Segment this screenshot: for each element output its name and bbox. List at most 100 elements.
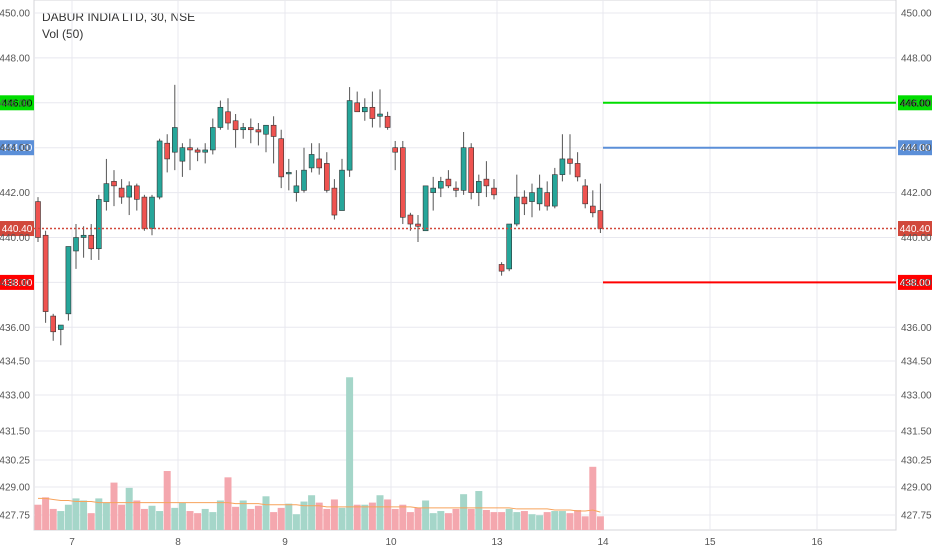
x-tick-label: 15 xyxy=(704,537,716,548)
level-badge-label: 438.00 xyxy=(2,278,33,289)
candle-body xyxy=(574,163,581,178)
y-tick-label-left: 446.00 xyxy=(0,98,30,109)
y-tick-label-right: 440.00 xyxy=(901,233,932,244)
candle-body xyxy=(521,196,528,205)
volume-bar xyxy=(224,477,232,530)
candle-body xyxy=(202,149,208,153)
candle-body xyxy=(270,124,277,137)
y-tick-label-left: 440.00 xyxy=(0,233,30,244)
candle-body xyxy=(346,100,353,171)
candle-body xyxy=(285,172,292,175)
candle-body xyxy=(172,127,178,153)
volume-bar xyxy=(558,511,566,530)
candle-body xyxy=(111,181,117,187)
candle-body xyxy=(399,147,406,218)
candle-body xyxy=(513,196,520,225)
volume-bar xyxy=(315,502,323,530)
volume-bar xyxy=(156,511,164,530)
level-badge-label: 444.00 xyxy=(2,143,33,154)
volume-bar xyxy=(528,514,536,530)
volume-bar xyxy=(140,508,148,530)
candle-body xyxy=(597,210,604,229)
y-tick-label-right: 446.00 xyxy=(901,98,932,109)
y-tick-label-left: 450.00 xyxy=(0,9,30,20)
horizontal-levels[interactable]: 446.00 446.00 444.00 444.00 438.00 438.00 440.… xyxy=(0,95,932,290)
volume-bar xyxy=(589,466,597,530)
volume-bar xyxy=(513,512,521,530)
x-tick-label: 10 xyxy=(385,537,397,548)
y-tick-label-right: 442.00 xyxy=(901,188,932,199)
volume-bar xyxy=(376,495,384,530)
candle-body xyxy=(73,237,79,252)
volume-indicator-label: Vol (50) xyxy=(42,27,84,41)
volume-bar xyxy=(566,513,574,530)
candle-body xyxy=(498,264,505,272)
candle-body xyxy=(407,214,414,225)
chart-grid xyxy=(33,0,897,531)
y-tick-label-right: 448.00 xyxy=(901,53,932,64)
candle-body xyxy=(361,106,368,113)
candle-body xyxy=(210,127,216,151)
candle-body xyxy=(377,113,383,117)
candle-body xyxy=(331,187,338,216)
volume-bar xyxy=(270,512,278,530)
candle-body xyxy=(80,234,87,238)
candle-body xyxy=(217,106,224,128)
candle-body xyxy=(187,147,193,151)
y-tick-label-left: 434.50 xyxy=(0,356,30,367)
volume-bar xyxy=(186,511,194,530)
volume-bar xyxy=(285,503,293,530)
candle-body xyxy=(544,192,551,207)
candle-body xyxy=(422,185,429,232)
volume-bar xyxy=(239,500,247,530)
volume-bar xyxy=(437,511,445,530)
candle-body xyxy=(475,181,482,193)
volume-bar xyxy=(429,513,437,530)
candle-body xyxy=(308,154,315,169)
volume-bar xyxy=(216,500,224,530)
volume-bar xyxy=(292,514,300,530)
candle-body xyxy=(301,169,307,191)
y-tick-label-left: 433.00 xyxy=(0,391,30,402)
candle-body xyxy=(339,169,345,211)
candle-body xyxy=(96,199,102,250)
y-tick-label-right: 433.00 xyxy=(901,391,932,402)
y-tick-label-left: 442.00 xyxy=(0,188,30,199)
candle-body xyxy=(194,149,201,153)
volume-bar xyxy=(64,504,72,530)
volume-bar xyxy=(194,513,202,530)
candle-body xyxy=(483,178,490,187)
y-tick-label-right: 438.00 xyxy=(901,278,932,289)
volume-bar xyxy=(490,512,498,530)
volume-bar xyxy=(178,502,186,530)
candle-body xyxy=(240,127,246,131)
volume-bar xyxy=(95,498,103,530)
volume-bar xyxy=(247,508,255,530)
volume-bar xyxy=(171,507,179,530)
candlestick-series xyxy=(35,84,604,346)
x-tick-label: 14 xyxy=(597,537,609,548)
volume-bar xyxy=(125,487,133,530)
y-tick-label-left: 429.00 xyxy=(0,483,30,494)
candle-body xyxy=(164,142,170,160)
volume-bar xyxy=(201,508,209,530)
y-tick-label-left: 444.00 xyxy=(0,143,30,154)
level-badge-right xyxy=(898,140,932,156)
volume-bar xyxy=(498,512,506,530)
level-badge-right xyxy=(898,95,932,111)
volume-bar xyxy=(406,512,414,530)
volume-bar xyxy=(300,501,308,530)
volume-bar xyxy=(543,512,551,530)
candle-body xyxy=(179,147,186,162)
volume-bar xyxy=(520,511,528,530)
volume-bar xyxy=(209,512,217,530)
volume-bar xyxy=(338,507,346,530)
last-price-badge-left xyxy=(0,221,34,237)
volume-bar xyxy=(323,508,331,530)
candle-body xyxy=(50,315,57,333)
volume-bar xyxy=(452,508,460,530)
x-tick-label: 9 xyxy=(282,537,288,548)
candle-body xyxy=(88,234,94,250)
candle-body xyxy=(559,158,566,175)
